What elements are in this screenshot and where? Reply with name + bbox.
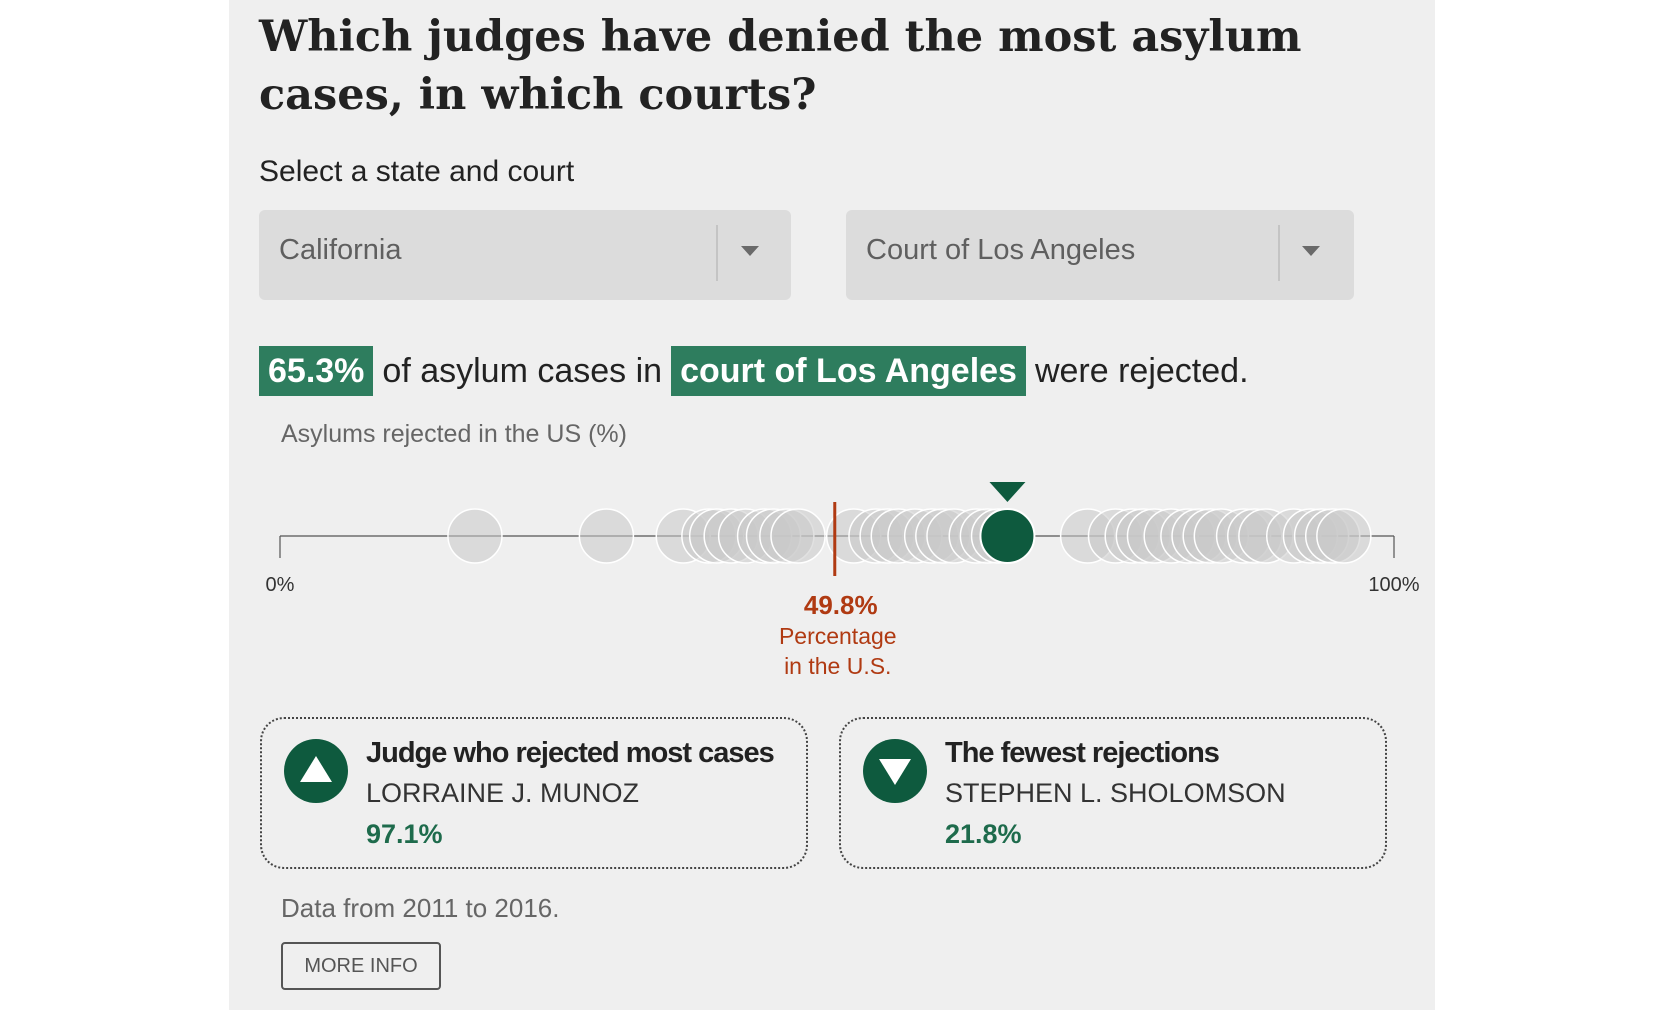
summary-sentence: 65.3% of asylum cases in court of Los An… xyxy=(259,345,1249,397)
fewest-rejections-title: The fewest rejections xyxy=(945,737,1220,769)
tick-label-0: 0% xyxy=(266,574,295,596)
rejection-rate-chart: 0% 100% 49.8% Percentage in the U.S. xyxy=(266,482,1420,679)
state-select-divider xyxy=(716,225,718,281)
court-name-highlight: court of Los Angeles xyxy=(671,346,1026,396)
summary-text-2: were rejected. xyxy=(1034,351,1249,390)
chevron-down-icon[interactable] xyxy=(741,246,759,256)
data-range-note: Data from 2011 to 2016. xyxy=(281,893,560,923)
most-rejections-judge: LORRAINE J. MUNOZ xyxy=(366,778,640,808)
select-label: Select a state and court xyxy=(259,155,575,188)
selected-court-dot[interactable] xyxy=(979,508,1036,564)
more-info-button[interactable]: MORE INFO xyxy=(281,942,441,990)
most-rejections-pct: 97.1% xyxy=(366,819,443,849)
page-title: Which judges have denied the most asylum… xyxy=(259,12,1302,120)
triangle-down-icon xyxy=(863,739,927,803)
judge-dots xyxy=(447,508,1372,564)
fewest-rejections-judge: STEPHEN L. SHOLOMSON xyxy=(945,778,1286,808)
judge-dot[interactable] xyxy=(770,508,826,564)
fewest-rejections-card: The fewest rejections STEPHEN L. SHOLOMS… xyxy=(839,717,1387,869)
judge-dot[interactable] xyxy=(578,508,635,564)
chart-title: Asylums rejected in the US (%) xyxy=(281,420,627,448)
us-average-value: 49.8% xyxy=(804,590,878,620)
most-rejections-title: Judge who rejected most cases xyxy=(366,737,775,769)
fewest-rejections-pct: 21.8% xyxy=(945,819,1022,849)
court-select-divider xyxy=(1278,225,1280,281)
state-select[interactable]: California xyxy=(259,210,791,300)
judge-dot[interactable] xyxy=(447,508,503,564)
summary-text-1: of asylum cases in xyxy=(382,351,663,390)
court-select[interactable]: Court of Los Angeles xyxy=(846,210,1354,300)
us-average-caption-2: in the U.S. xyxy=(784,653,891,679)
triangle-up-icon xyxy=(284,739,348,803)
selected-court-marker-icon xyxy=(989,482,1026,502)
judge-dot[interactable] xyxy=(1316,508,1372,564)
tick-label-100: 100% xyxy=(1368,574,1419,596)
chevron-down-icon[interactable] xyxy=(1302,246,1320,256)
most-rejections-card: Judge who rejected most cases LORRAINE J… xyxy=(260,717,808,869)
court-rejection-rate: 65.3% xyxy=(259,346,374,396)
state-select-value: California xyxy=(279,234,402,266)
asylum-judges-panel: Which judges have denied the most asylum… xyxy=(229,0,1435,1010)
court-select-value: Court of Los Angeles xyxy=(866,234,1136,266)
us-average-caption-1: Percentage xyxy=(779,623,897,649)
